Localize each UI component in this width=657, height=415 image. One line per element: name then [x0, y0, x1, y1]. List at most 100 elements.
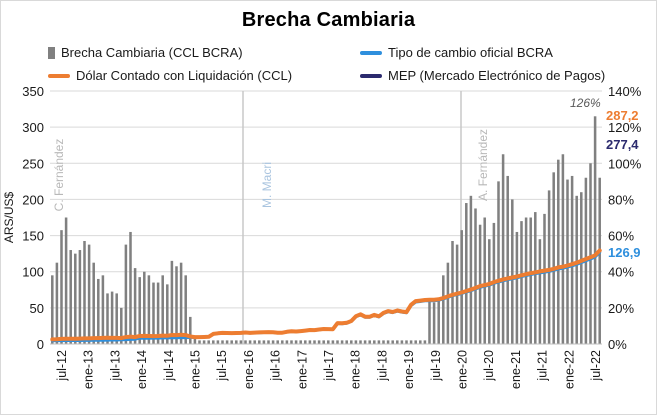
brecha-bar [262, 340, 266, 344]
x-tick-label: ene-22 [562, 350, 576, 389]
brecha-bar [465, 203, 468, 344]
y2-tick-label: 60% [608, 229, 634, 244]
brecha-bar [561, 154, 565, 344]
x-tick-label: ene-15 [189, 350, 203, 389]
brecha-bar [133, 268, 137, 344]
brecha-bar [350, 340, 353, 344]
brecha-bar [244, 340, 247, 344]
brecha-bar [570, 175, 574, 344]
brecha-bar [78, 250, 82, 344]
brecha-bar [534, 212, 537, 344]
brecha-bar [202, 340, 206, 344]
y2-tick-label: 100% [608, 156, 642, 171]
brecha-bar [106, 293, 109, 344]
brecha-bar [290, 340, 293, 344]
period-label: C. Fernández [52, 139, 66, 212]
y-tick-label: 200 [22, 192, 44, 207]
brecha-bar [598, 177, 601, 344]
brecha-bar [83, 240, 86, 344]
legend-label-oficial: Tipo de cambio oficial BCRA [388, 45, 553, 60]
x-tick-label: jul-18 [375, 350, 389, 382]
y-axis-title: ARS/US$ [2, 192, 16, 244]
brecha-bar [129, 231, 132, 344]
brecha-bar [538, 239, 542, 344]
brecha-bar [515, 231, 519, 344]
brecha-bar [474, 208, 477, 344]
chart-title: Brecha Cambiaria [241, 9, 416, 31]
brecha-bar [110, 291, 114, 344]
legend-label-mep: MEP (Mercado Electrónico de Pagos) [388, 68, 606, 83]
brecha-bar [501, 154, 505, 344]
brecha-bar [557, 159, 560, 344]
brecha-bar [221, 340, 224, 344]
brecha-bar [87, 244, 91, 344]
brecha-bar [405, 340, 408, 344]
legend-item-brecha: Brecha Cambiaria (CCL BCRA) [48, 45, 243, 60]
x-tick-label: jul-17 [322, 350, 336, 382]
x-tick-label: ene-17 [295, 350, 309, 389]
brecha-bar [124, 244, 128, 344]
brecha-bar [189, 316, 192, 344]
legend-swatch-brecha [48, 46, 55, 59]
brecha-bar [69, 250, 72, 344]
x-tick-label: jul-14 [162, 350, 176, 382]
brecha-bar [55, 262, 59, 344]
brecha-bar [101, 275, 105, 344]
brecha-bar [552, 172, 555, 344]
brecha-bar [322, 340, 325, 344]
brecha-bar [529, 217, 532, 344]
brecha-bar [193, 338, 197, 344]
y-tick-label: 100 [22, 265, 44, 280]
brecha-bar [285, 340, 289, 344]
oficial-last-label: 126,9 [608, 245, 641, 260]
ccl-line [50, 248, 602, 342]
brecha-bar [377, 340, 381, 344]
y2-tick-label: 0% [608, 337, 627, 352]
y2-tick-label: 20% [608, 301, 634, 316]
x-tick-label: ene-13 [82, 350, 96, 389]
y-tick-label: 0 [37, 337, 44, 352]
x-tick-label: ene-19 [402, 350, 416, 389]
brecha-bar [469, 195, 473, 344]
x-tick-label: jul-20 [482, 350, 496, 382]
brecha-bar [543, 213, 546, 344]
brecha-bar [400, 340, 404, 344]
brecha-bar [391, 340, 394, 344]
brecha-bar [179, 262, 183, 344]
x-tick-label: ene-20 [456, 350, 470, 389]
period-label: A. Fernández [476, 129, 490, 201]
x-tick-label: jul-16 [269, 350, 283, 382]
brecha-bar [152, 282, 155, 344]
brecha-bar [253, 340, 256, 344]
brecha-bar [313, 340, 316, 344]
brecha-bar [327, 340, 330, 344]
brecha-bar [161, 275, 164, 344]
brecha-bar [308, 340, 312, 344]
y2-tick-label: 120% [608, 120, 642, 135]
brecha-bar [442, 275, 445, 344]
brecha-bar [580, 192, 583, 344]
y-tick-label: 150 [22, 229, 44, 244]
brecha-bar [317, 340, 321, 344]
y2-tick-label: 40% [608, 265, 634, 280]
brecha-bar [488, 239, 491, 344]
brecha-bar [60, 230, 63, 344]
brecha-bar [460, 230, 463, 344]
legend-swatch-oficial [360, 50, 382, 55]
brecha-bar [511, 199, 514, 344]
brecha-bar [336, 340, 339, 344]
x-tick-label: jul-22 [589, 350, 603, 382]
brecha-bar [281, 340, 284, 344]
x-tick-label: jul-15 [215, 350, 229, 382]
legend-item-oficial: Tipo de cambio oficial BCRA [360, 45, 553, 60]
brecha-bar [506, 175, 509, 344]
brecha-bar [147, 275, 151, 344]
brecha-bar [248, 340, 252, 344]
brecha-bar [184, 275, 187, 344]
brecha-bar [386, 340, 390, 344]
annotations: 126% 287,2 277,4 126,9 [570, 96, 641, 260]
period-label: M. Macri [260, 162, 274, 208]
brecha-bar [409, 340, 413, 344]
x-tick-label: ene-16 [242, 350, 256, 389]
